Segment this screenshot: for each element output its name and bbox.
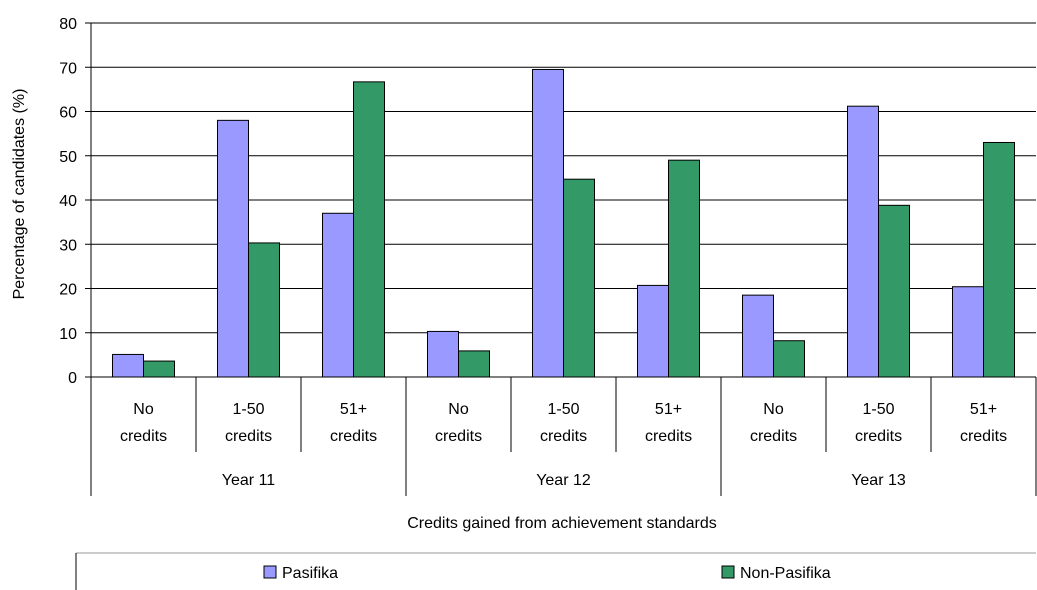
x-category-label-line2: credits xyxy=(120,428,167,445)
y-tick-label: 70 xyxy=(59,60,77,77)
y-tick-label: 80 xyxy=(59,16,77,33)
x-category-label-line2: credits xyxy=(750,428,797,445)
y-tick-labels: 0 10 20 30 40 50 60 70 80 xyxy=(59,16,77,387)
axes xyxy=(85,22,1037,496)
bar-pasifika-6 xyxy=(742,294,774,378)
bar-non-pasifika-8 xyxy=(983,141,1015,378)
x-category-label-line1: 1-50 xyxy=(862,401,894,418)
bar-pasifika-7 xyxy=(847,105,879,378)
x-category-label-line2: credits xyxy=(225,428,272,445)
x-group-labels: Year 11 Year 12 Year 13 xyxy=(222,472,906,489)
y-tick-label: 60 xyxy=(59,105,77,122)
bar-non-pasifika-3 xyxy=(458,350,490,378)
bar-pasifika-8 xyxy=(952,286,984,378)
x-group-label: Year 13 xyxy=(851,472,906,489)
x-category-label-line1: 1-50 xyxy=(232,401,264,418)
x-category-labels: No credits 1-50 credits 51+ credits No credits 1… xyxy=(120,401,1007,445)
bar-non-pasifika-2 xyxy=(353,81,385,378)
y-tick-label: 50 xyxy=(59,149,77,166)
bar-non-pasifika-7 xyxy=(878,204,910,378)
x-category-label-line2: credits xyxy=(960,428,1007,445)
legend-label: Pasifika xyxy=(282,565,338,582)
x-category-label-line1: 1-50 xyxy=(547,401,579,418)
x-group-label: Year 12 xyxy=(536,472,591,489)
bar-non-pasifika-0 xyxy=(143,360,175,378)
y-tick-label: 20 xyxy=(59,282,77,299)
bar-non-pasifika-6 xyxy=(773,340,805,378)
x-category-label-line1: 51+ xyxy=(970,401,997,418)
x-category-label-line2: credits xyxy=(330,428,377,445)
y-tick-label: 40 xyxy=(59,193,77,210)
y-tick-label: 0 xyxy=(68,370,77,387)
x-axis-label: Credits gained from achievement standard… xyxy=(407,515,717,532)
x-category-label-line2: credits xyxy=(540,428,587,445)
bar-pasifika-1 xyxy=(217,119,249,378)
bar-non-pasifika-4 xyxy=(563,178,595,378)
legend-swatch-non-pasifika xyxy=(721,565,735,579)
x-category-label-line2: credits xyxy=(645,428,692,445)
bar-pasifika-3 xyxy=(427,330,459,378)
x-category-label-line2: credits xyxy=(855,428,902,445)
x-group-label: Year 11 xyxy=(222,472,275,489)
legend-swatch-pasifika xyxy=(263,565,277,579)
y-tick-label: 10 xyxy=(59,326,77,343)
legend-label: Non-Pasifika xyxy=(740,565,831,582)
bar-pasifika-5 xyxy=(637,284,669,378)
bar-pasifika-2 xyxy=(322,212,354,378)
x-category-label-line1: 51+ xyxy=(655,401,682,418)
x-category-label-line1: No xyxy=(133,401,154,418)
bars xyxy=(112,68,1015,378)
x-category-label-line1: No xyxy=(763,401,784,418)
x-category-label-line1: 51+ xyxy=(340,401,367,418)
bar-non-pasifika-1 xyxy=(248,242,280,378)
legend: Pasifika Non-Pasifika xyxy=(75,552,1036,590)
bar-pasifika-0 xyxy=(112,353,144,378)
x-category-label-line1: No xyxy=(448,401,469,418)
bar-pasifika-4 xyxy=(532,68,564,378)
y-axis-label: Percentage of candidates (%) xyxy=(11,89,28,300)
y-tick-label: 30 xyxy=(59,237,77,254)
bar-non-pasifika-5 xyxy=(668,159,700,378)
x-category-label-line2: credits xyxy=(435,428,482,445)
